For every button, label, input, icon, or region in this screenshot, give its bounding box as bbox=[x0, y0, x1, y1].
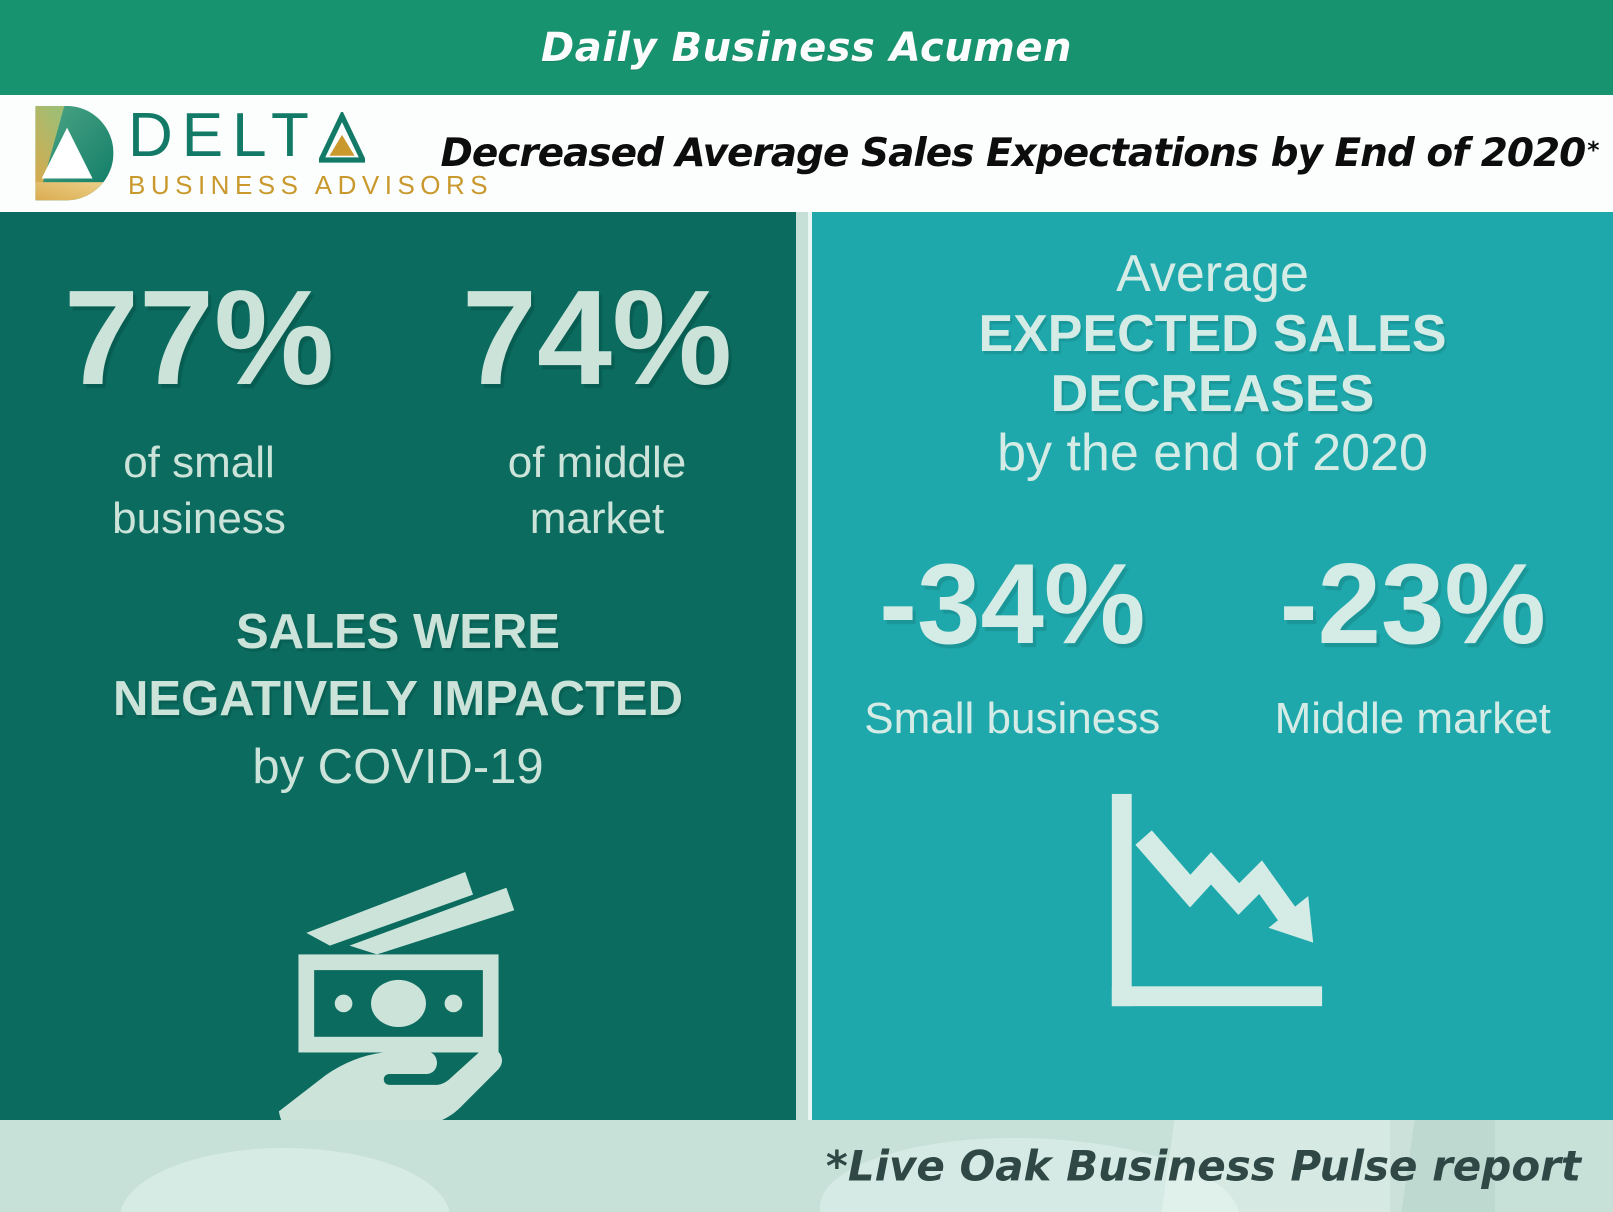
heading-line: Average bbox=[1116, 245, 1309, 303]
page-title: Decreased Average Sales Expectations by … bbox=[440, 95, 1599, 212]
logo-brand-letters: DELT bbox=[128, 101, 318, 171]
delta-logo: DELT BUSINESS ADVISORS bbox=[22, 104, 493, 204]
top-banner: Daily Business Acumen bbox=[0, 0, 1613, 95]
cash-in-hand-icon bbox=[278, 871, 514, 1153]
headline-line: NEGATIVELY IMPACTED bbox=[113, 672, 683, 727]
stat-label: of middle market bbox=[507, 438, 687, 543]
stat-middle-market-impacted: 74% of middle market bbox=[398, 270, 796, 547]
logo-text: DELT BUSINESS ADVISORS bbox=[128, 101, 494, 201]
declining-line-chart-icon bbox=[1111, 794, 1322, 1007]
footer-strip: *Live Oak Business Pulse report bbox=[0, 1120, 1613, 1212]
page-title-text: Decreased Average Sales Expectations by … bbox=[440, 131, 1586, 176]
decrease-stats-row: -34% Small business -23% Middle market bbox=[812, 548, 1613, 744]
panel-divider bbox=[808, 212, 812, 1120]
delta-triangle-icon bbox=[318, 111, 365, 163]
impact-stats-row: 77% of small business 74% of middle mark… bbox=[0, 270, 796, 547]
expected-sales-heading: Average EXPECTED SALES DECREASES by the … bbox=[812, 245, 1613, 484]
stat-small-business-impacted: 77% of small business bbox=[0, 270, 398, 547]
source-note: *Live Oak Business Pulse report bbox=[825, 1141, 1581, 1191]
headline-line: by COVID-19 bbox=[252, 739, 544, 794]
stat-label: Small business bbox=[864, 694, 1161, 744]
stat-value: -34% bbox=[879, 541, 1146, 669]
delta-logo-mark-icon bbox=[35, 105, 114, 201]
heading-line: DECREASES bbox=[1050, 364, 1375, 423]
stat-label: Middle market bbox=[1274, 694, 1551, 744]
stat-value: 77% bbox=[63, 262, 335, 413]
heading-line: by the end of 2020 bbox=[997, 424, 1428, 483]
header-bar: DELT BUSINESS ADVISORS Decreased Average… bbox=[0, 95, 1613, 212]
footnote-mark: * bbox=[1587, 135, 1599, 164]
stat-middle-market-decrease: -23% Middle market bbox=[1213, 548, 1613, 744]
banner-title: Daily Business Acumen bbox=[541, 24, 1072, 71]
heading-line: EXPECTED SALES bbox=[978, 304, 1447, 363]
stat-label: of small business bbox=[112, 438, 286, 543]
logo-subtitle: BUSINESS ADVISORS bbox=[128, 169, 494, 200]
stat-value: -23% bbox=[1279, 541, 1546, 669]
headline-line: SALES WERE bbox=[236, 604, 560, 659]
expected-sales-panel: Average EXPECTED SALES DECREASES by the … bbox=[812, 212, 1613, 1120]
footer-decor-shape bbox=[120, 1148, 450, 1212]
covid-impact-headline: SALES WERE NEGATIVELY IMPACTED by COVID-… bbox=[0, 599, 796, 802]
stat-small-business-decrease: -34% Small business bbox=[812, 548, 1213, 744]
stat-value: 74% bbox=[461, 262, 733, 413]
covid-impact-panel: 77% of small business 74% of middle mark… bbox=[0, 212, 796, 1153]
logo-brand-name: DELT bbox=[128, 101, 493, 171]
